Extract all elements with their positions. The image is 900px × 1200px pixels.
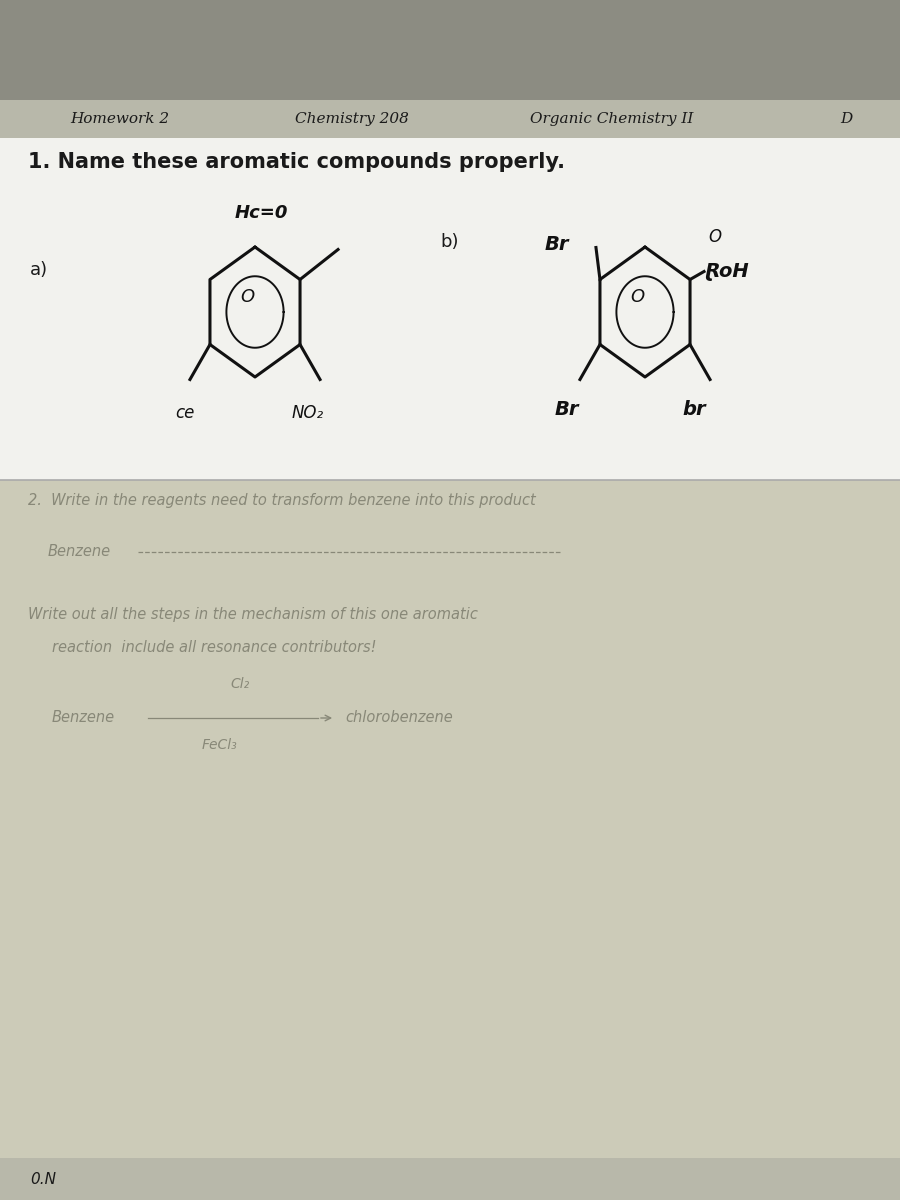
Text: Hc=0: Hc=0 [235,204,288,222]
Text: Chemistry 208: Chemistry 208 [295,112,409,126]
Text: D: D [840,112,852,126]
Text: ⱤoH: ⱤoH [704,262,749,281]
Text: reaction  include all resonance contributors!: reaction include all resonance contribut… [52,641,376,655]
Text: Homework 2: Homework 2 [70,112,169,126]
Text: 1. Name these aromatic compounds properly.: 1. Name these aromatic compounds properl… [28,152,565,172]
Text: Br: Br [545,235,570,254]
Text: Benzene: Benzene [52,710,115,726]
Text: NO₂: NO₂ [292,403,324,421]
Text: O: O [708,228,721,246]
Text: 2.  Write in the reagents need to transform benzene into this product: 2. Write in the reagents need to transfo… [28,492,536,508]
Text: chlorobenzene: chlorobenzene [345,710,453,726]
Text: O: O [240,288,254,306]
Text: O: O [630,288,644,306]
Text: a): a) [30,260,48,278]
Text: 0.N: 0.N [30,1171,56,1187]
Bar [0,1158,900,1200]
Bar [0,138,900,480]
Bar [0,480,900,1160]
Text: Write out all the steps in the mechanism of this one aromatic: Write out all the steps in the mechanism… [28,607,478,623]
Bar [0,100,900,138]
Text: Br: Br [555,400,580,419]
Text: b): b) [440,233,458,251]
Text: FeCl₃: FeCl₃ [202,738,238,752]
Text: Benzene: Benzene [48,545,111,559]
Text: ce: ce [175,403,194,421]
Bar [0,0,900,100]
Text: Organic Chemistry II: Organic Chemistry II [530,112,693,126]
Text: Cl₂: Cl₂ [230,677,249,691]
Text: br: br [682,400,706,419]
